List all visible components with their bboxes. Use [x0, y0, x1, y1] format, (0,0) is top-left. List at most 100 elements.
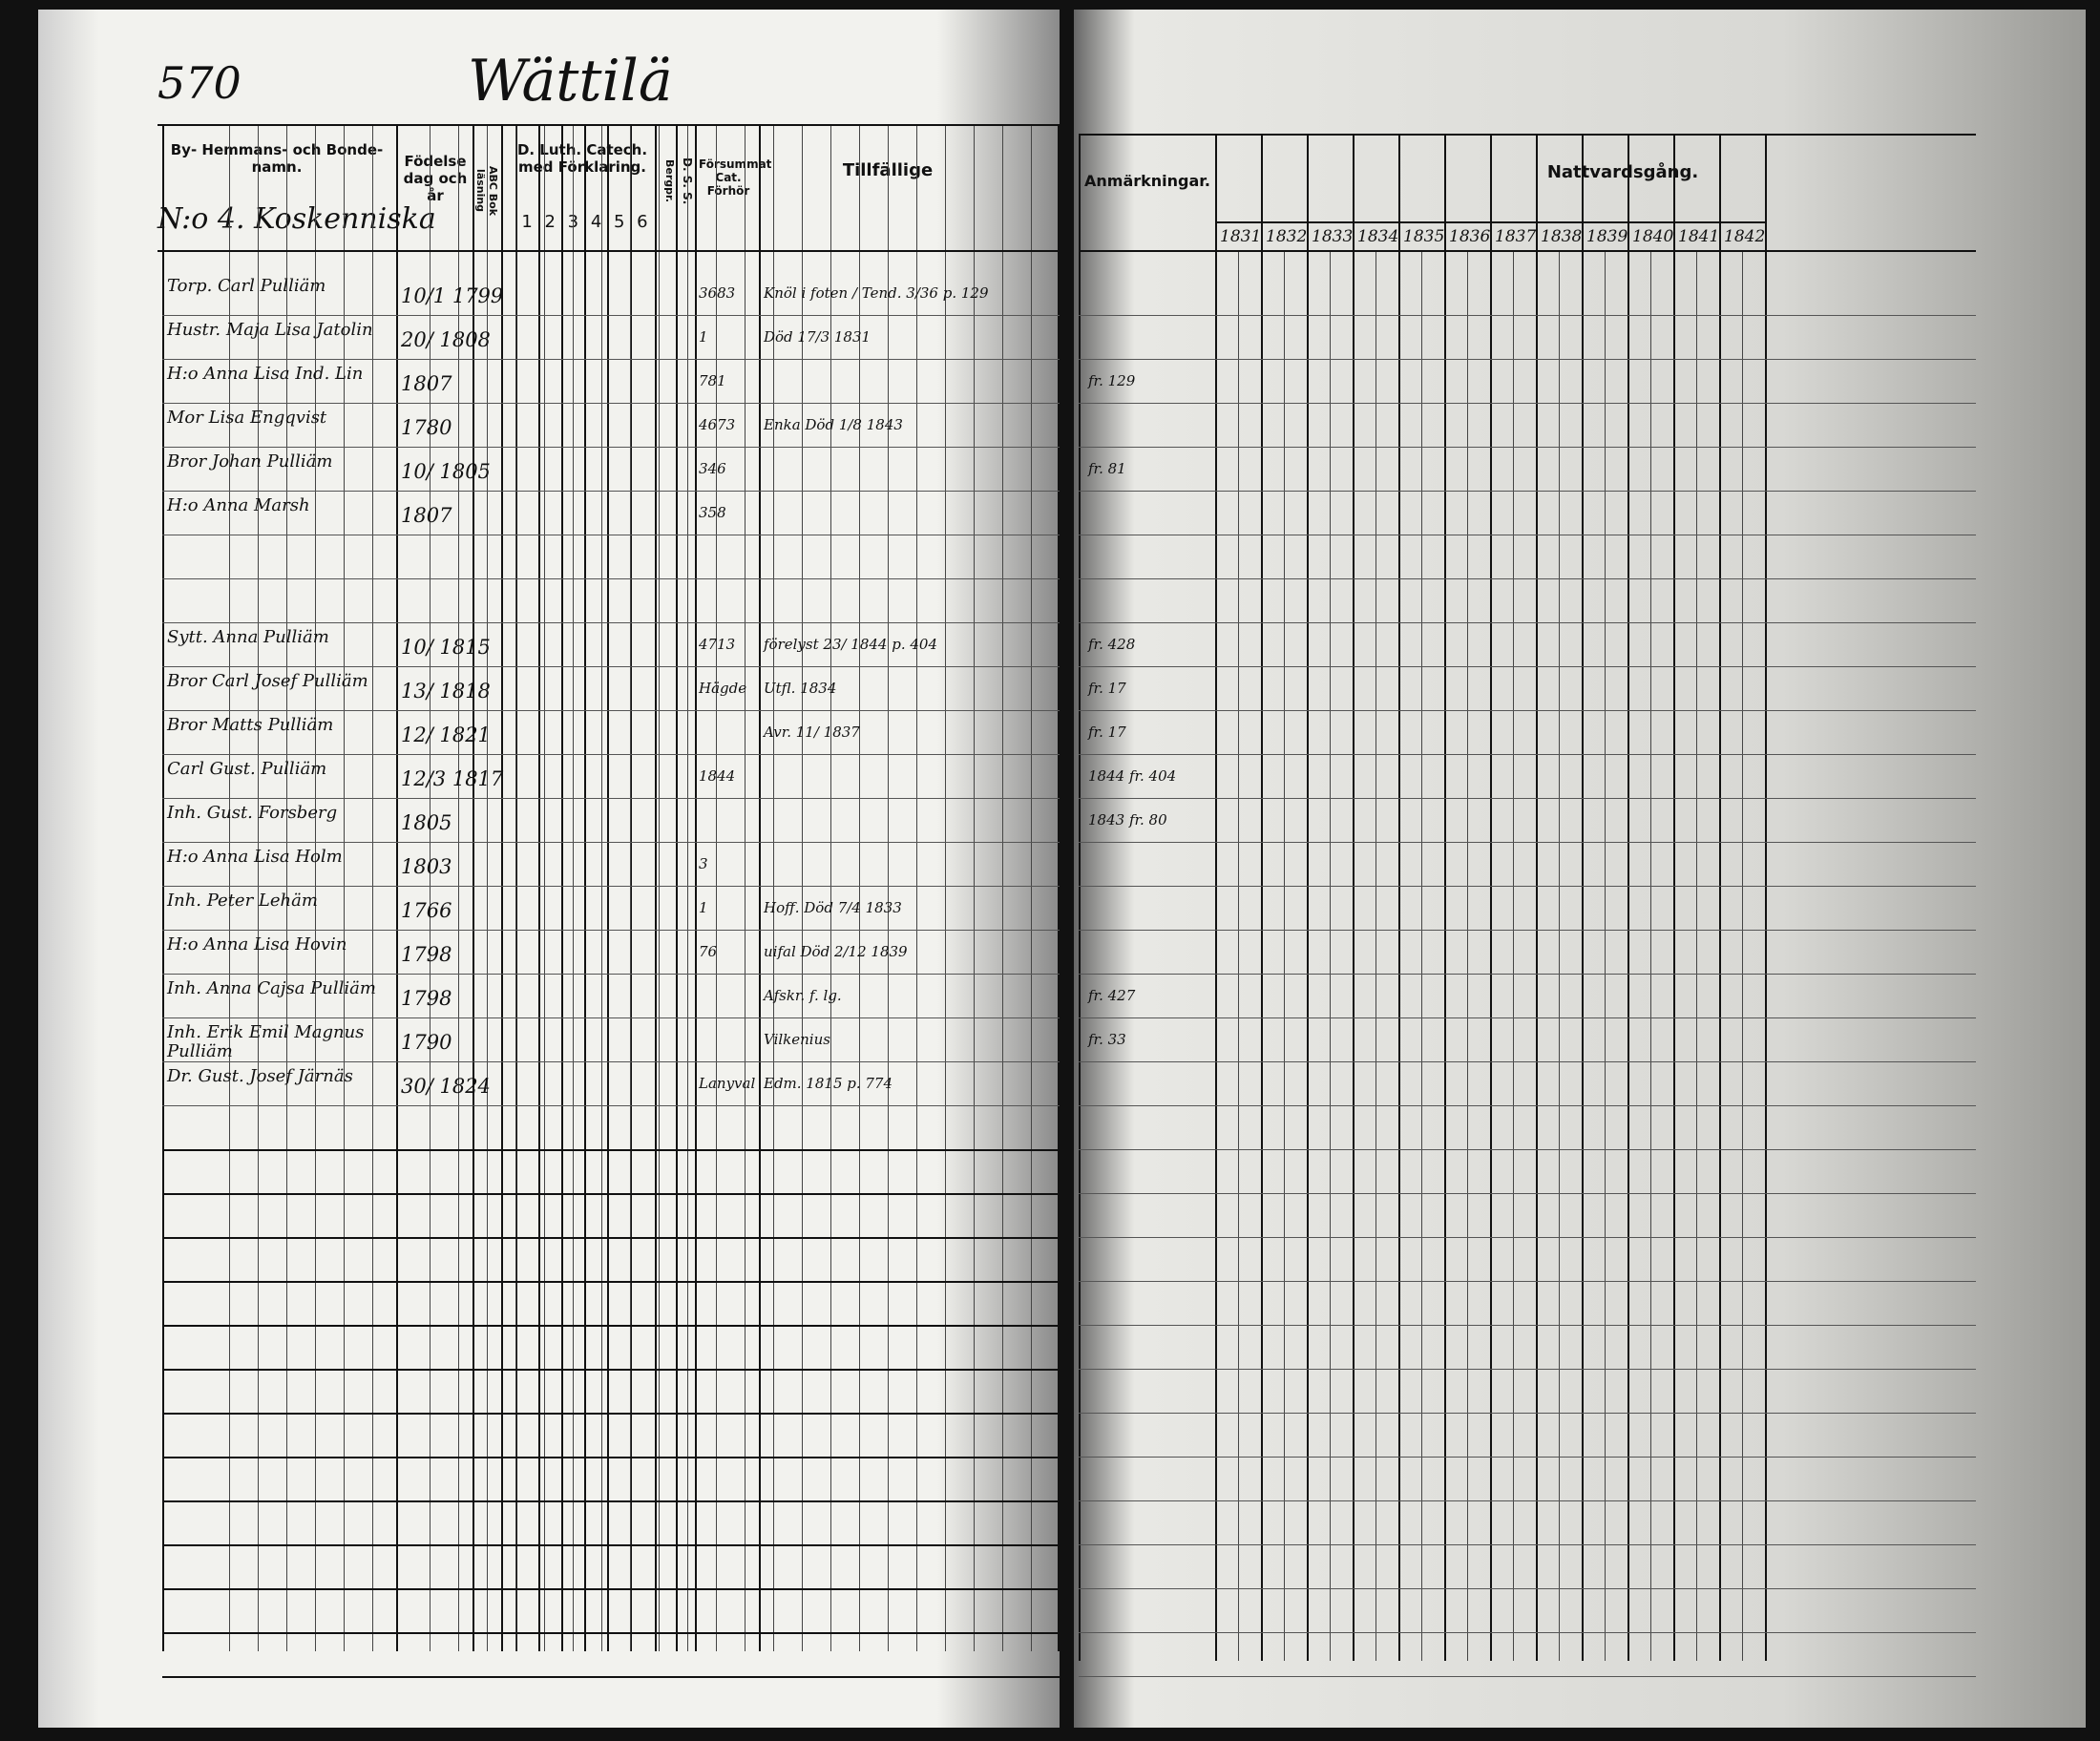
- header-bergpr: Bergpr.: [663, 159, 676, 203]
- birth-date: 1798: [401, 987, 452, 1010]
- birth-date: 20/ 1808: [401, 328, 491, 351]
- row-rule: [1079, 1237, 1976, 1238]
- column-divider: [1719, 134, 1721, 1661]
- column-rule: [458, 124, 459, 1651]
- person-name: Carl Gust. Pulliäm: [167, 759, 327, 779]
- row-rule: [162, 1237, 1060, 1239]
- column-rule: [344, 124, 345, 1651]
- communion-year: 1838: [1541, 227, 1583, 246]
- column-divider: [472, 124, 474, 1651]
- occasional-note: Enka Död 1/8 1843: [764, 416, 903, 433]
- column-rule: [974, 124, 975, 1651]
- column-divider: [162, 124, 164, 1651]
- column-rule: [515, 124, 516, 1651]
- row-rule: [162, 359, 1060, 360]
- column-divider: [695, 124, 697, 1651]
- left-page: [38, 10, 1060, 1728]
- column-rule: [1559, 250, 1560, 1661]
- column-divider: [1444, 134, 1446, 1661]
- year-row-rule: [1215, 221, 1765, 223]
- missed-examinations: 3683: [699, 284, 736, 302]
- row-rule: [1079, 1457, 1976, 1458]
- communion-year: 1834: [1357, 227, 1399, 246]
- column-rule: [830, 124, 831, 1651]
- row-rule: [1079, 754, 1976, 755]
- header-top-rule: [1079, 134, 1976, 136]
- row-rule: [162, 1369, 1060, 1371]
- header-bottom-rule: [1079, 250, 1976, 252]
- row-rule: [1079, 1588, 1976, 1589]
- row-rule: [162, 1544, 1060, 1546]
- person-name: Inh. Anna Cajsa Pulliäm: [167, 978, 376, 998]
- catechism-col-4: 4: [590, 212, 602, 232]
- row-rule: [162, 1632, 1060, 1634]
- row-rule: [1079, 578, 1976, 579]
- row-rule: [162, 1149, 1060, 1151]
- occasional-note: Hoff. Död 7/4 1833: [764, 899, 902, 916]
- row-rule: [1079, 403, 1976, 404]
- header-dss: D. S. S.: [681, 157, 694, 205]
- remark: 1843 fr. 80: [1088, 811, 1167, 829]
- row-rule: [1079, 359, 1976, 360]
- column-divider: [396, 124, 398, 1651]
- column-rule: [859, 124, 860, 1651]
- row-rule: [1079, 1061, 1976, 1062]
- remark: fr. 17: [1088, 724, 1126, 741]
- column-divider: [1353, 134, 1354, 1661]
- person-name: Mor Lisa Engqvist: [167, 408, 327, 428]
- column-rule: [286, 124, 287, 1651]
- column-rule: [659, 124, 660, 1651]
- person-name: H:o Anna Lisa Ind. Lin: [167, 364, 364, 384]
- column-rule: [687, 124, 688, 1651]
- column-rule: [573, 124, 574, 1651]
- column-divider: [1490, 134, 1492, 1661]
- row-rule: [162, 1413, 1060, 1415]
- header-birth: Födelse dag och år: [403, 153, 468, 204]
- row-rule: [162, 1676, 1060, 1678]
- row-rule: [1079, 1193, 1976, 1194]
- occasional-note: Död 17/3 1831: [764, 328, 872, 346]
- birth-date: 12/3 1817: [401, 767, 504, 790]
- occasional-note: Avr. 11/ 1837: [764, 724, 860, 741]
- missed-examinations: 4673: [699, 416, 736, 433]
- remark: fr. 427: [1088, 987, 1136, 1004]
- column-rule: [1742, 250, 1743, 1661]
- row-rule: [1079, 1281, 1976, 1282]
- person-name: Inh. Gust. Forsberg: [167, 803, 338, 823]
- row-rule: [162, 578, 1060, 579]
- person-name: Bror Johan Pulliäm: [167, 451, 333, 472]
- column-rule: [372, 124, 373, 1651]
- column-divider: [1079, 134, 1081, 1661]
- header-name: By- Hemmans- och Bonde-namn.: [170, 141, 384, 176]
- birth-date: 1803: [401, 855, 452, 878]
- missed-examinations: 346: [699, 460, 726, 477]
- column-divider: [538, 124, 540, 1651]
- communion-year: 1840: [1632, 227, 1674, 246]
- birth-date: 1790: [401, 1031, 452, 1054]
- person-name: Torp. Carl Pulliäm: [167, 276, 326, 296]
- header-missed: Försummat Cat. Förhör: [699, 157, 772, 198]
- column-rule: [888, 124, 889, 1651]
- row-rule: [162, 1281, 1060, 1283]
- occasional-note: Knöl i foten / Tend. 3/36 p. 129: [764, 284, 989, 302]
- catechism-col-5: 5: [613, 212, 625, 232]
- row-rule: [162, 1105, 1060, 1106]
- column-rule: [544, 124, 545, 1651]
- column-rule: [1696, 250, 1697, 1661]
- communion-year: 1837: [1495, 227, 1537, 246]
- row-rule: [162, 710, 1060, 711]
- occasional-note: Vilkenius: [764, 1031, 830, 1048]
- column-rule: [945, 124, 946, 1651]
- column-divider: [1673, 134, 1675, 1661]
- birth-date: 12/ 1821: [401, 724, 491, 746]
- row-rule: [162, 754, 1060, 755]
- row-rule: [162, 842, 1060, 843]
- row-rule: [1079, 1632, 1976, 1633]
- row-rule: [1079, 1413, 1976, 1414]
- header-bottom-rule: [158, 250, 1060, 252]
- birth-date: 1807: [401, 372, 452, 395]
- catechism-col-1: 1: [521, 212, 533, 232]
- column-rule: [1238, 250, 1239, 1661]
- missed-examinations: 358: [699, 504, 726, 521]
- row-rule: [162, 930, 1060, 931]
